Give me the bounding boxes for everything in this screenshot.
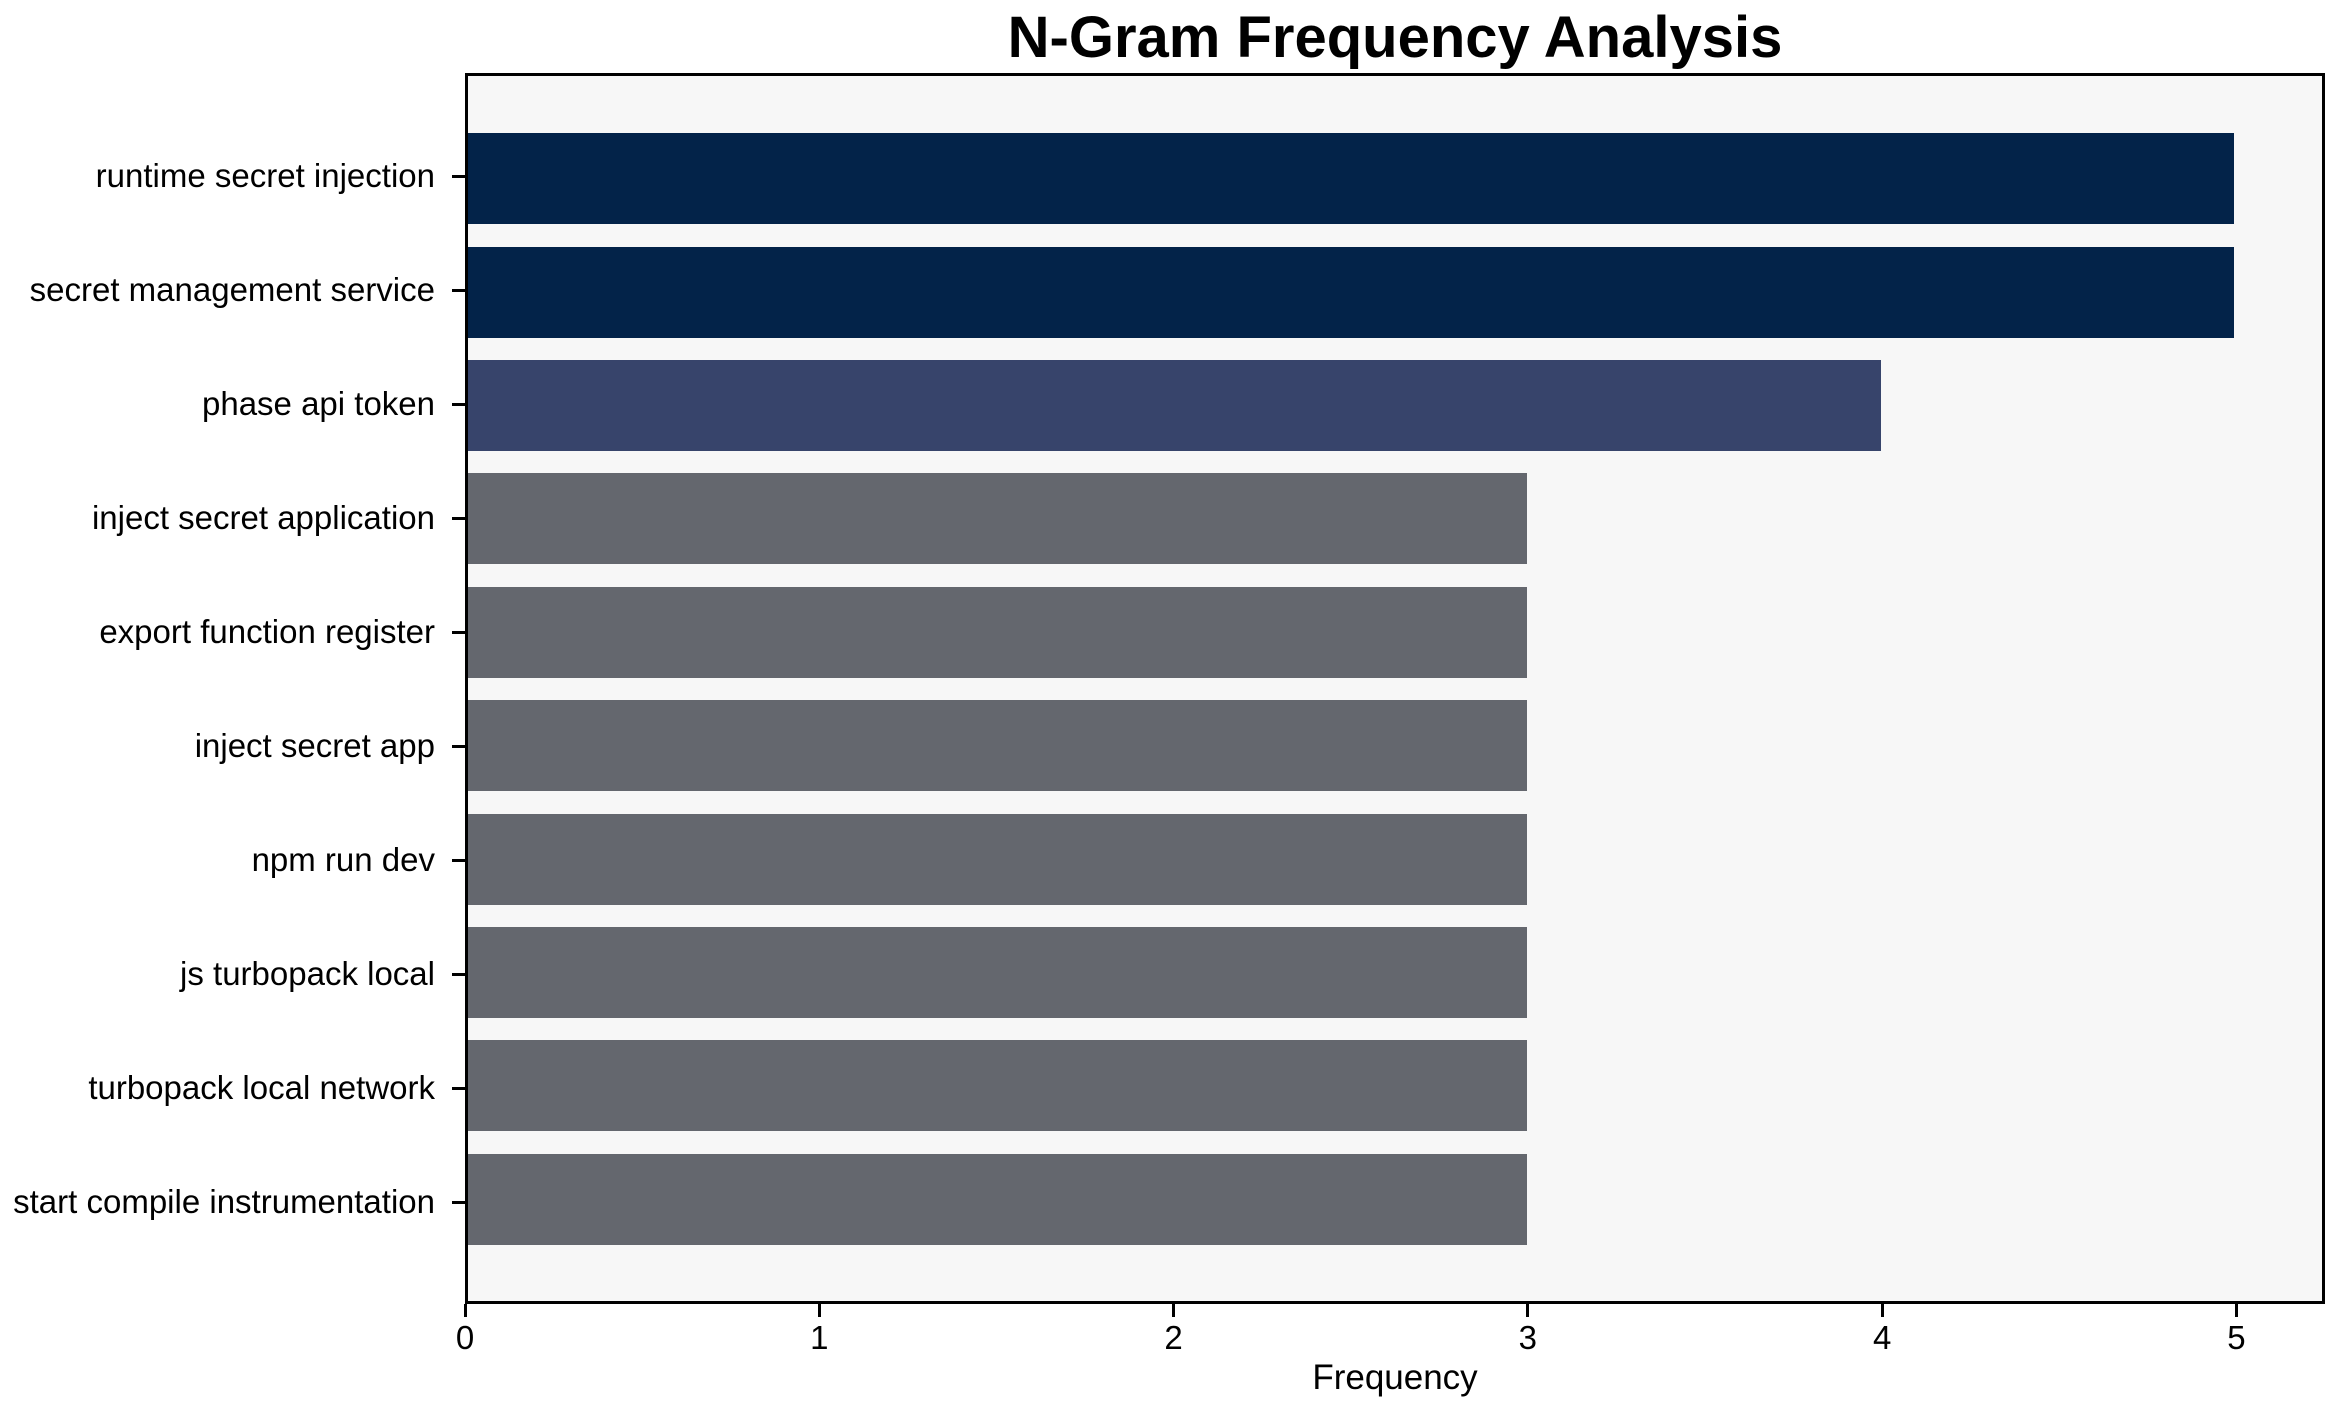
x-tick-label: 0 [455,1319,475,1356]
y-tick-label: export function register [99,613,435,650]
bar-row [468,1029,2322,1142]
y-tick-mark [452,630,465,634]
y-tick-mark [452,858,465,862]
y-tick-mark [452,1086,465,1090]
bar-row [468,349,2322,462]
bar-row [468,802,2322,915]
chart-title: N-Gram Frequency Analysis [1007,5,1783,70]
y-tick-label: npm run dev [251,841,435,878]
bar-row [468,576,2322,689]
x-tick-label: 1 [810,1319,829,1356]
bar-row [468,689,2322,802]
x-tick-mark [1172,1304,1176,1317]
y-tick-mark [452,1200,465,1204]
x-tick-label: 4 [1872,1319,1892,1356]
y-tick-label: turbopack local network [88,1069,435,1106]
bar [468,700,1528,792]
x-tick-mark [817,1304,821,1317]
bar-row [468,462,2322,575]
bar [468,1040,1528,1132]
x-tick-mark [1526,1304,1530,1317]
bar [468,360,1881,452]
bar-row [468,916,2322,1029]
y-tick-label: secret management service [29,271,435,308]
x-tick-label: 2 [1164,1319,1183,1356]
y-tick-label: phase api token [201,385,435,422]
bar [468,246,2234,338]
y-tick-label: inject secret application [91,499,435,536]
bar [468,1153,1528,1245]
x-tick-mark [2234,1304,2238,1317]
plot-area [465,73,2325,1304]
bar-row [468,235,2322,348]
bar-row [468,1143,2322,1256]
y-tick-mark [452,972,465,976]
y-tick-label: runtime secret injection [95,157,435,194]
y-tick-mark [452,744,465,748]
bar [468,133,2234,225]
bar [468,927,1528,1019]
x-tick-mark [1880,1304,1884,1317]
y-axis: runtime secret injection secret managemen… [0,73,465,1304]
x-tick-mark [463,1304,467,1317]
y-tick-label: start compile instrumentation [13,1183,435,1220]
y-tick-label: inject secret app [194,727,435,764]
y-tick-label: js turbopack local [180,955,435,992]
x-tick-label: 5 [2227,1319,2246,1356]
x-tick-label: 3 [1518,1319,1538,1356]
bar [468,813,1528,905]
bars-container [468,76,2322,1301]
bar [468,473,1528,565]
y-tick-mark [452,288,465,292]
bar [468,586,1528,678]
bar-row [468,122,2322,235]
y-tick-mark [452,402,465,406]
y-tick-mark [452,174,465,178]
y-tick-mark [452,516,465,520]
x-axis-label: Frequency [1312,1358,1478,1397]
